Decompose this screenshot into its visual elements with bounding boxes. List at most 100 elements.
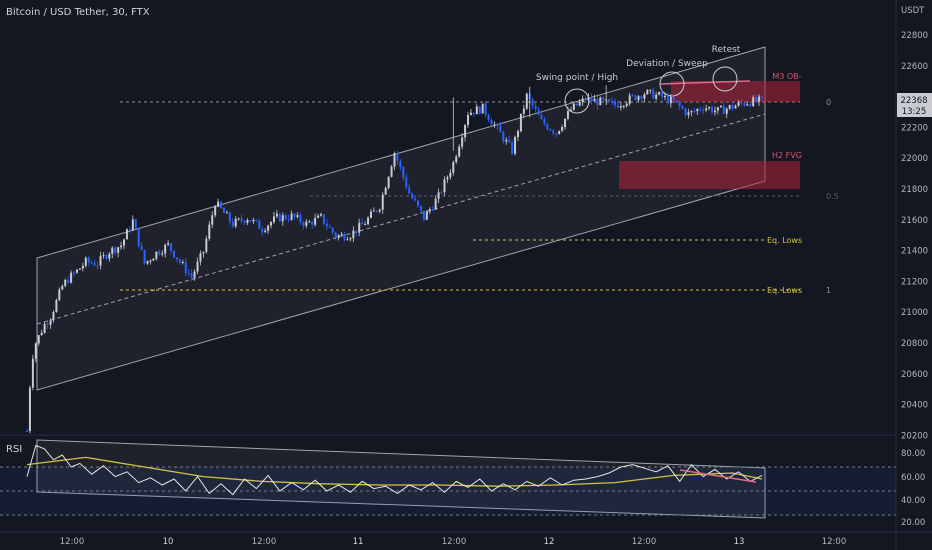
symbol-title[interactable]: Bitcoin / USD Tether, 30, FTX — [6, 7, 150, 18]
price-tick-label: 20800 — [901, 339, 928, 349]
candle-body — [411, 193, 414, 199]
candle-body — [46, 323, 49, 325]
candle-body — [402, 167, 405, 178]
price-tick-label: 21000 — [901, 308, 928, 318]
candle-body — [719, 105, 722, 108]
candle-body — [587, 97, 590, 101]
candle-body — [437, 192, 440, 199]
candle-body — [693, 110, 696, 112]
candle-body — [508, 139, 511, 143]
rsi-channel[interactable] — [36, 439, 766, 519]
candle-body — [52, 311, 55, 321]
candle-body — [646, 90, 649, 95]
ob-trendline — [659, 80, 751, 85]
candle-body — [120, 245, 123, 248]
candle-body — [302, 222, 305, 226]
candle-body — [628, 95, 631, 104]
candle-body — [140, 245, 143, 250]
candle-body — [240, 218, 243, 221]
candle-body — [705, 108, 708, 111]
candle-body — [493, 124, 496, 126]
candle-body — [564, 118, 567, 128]
candle-body — [234, 218, 237, 227]
candle-body — [222, 208, 225, 213]
candle-body — [593, 98, 596, 102]
candle-body — [352, 230, 355, 239]
swing-point-label: Swing point / High — [536, 73, 618, 83]
candle-body — [678, 102, 681, 107]
candle-body — [55, 299, 58, 312]
candle-body — [575, 103, 578, 106]
candle-body — [561, 127, 564, 131]
candle-body — [381, 194, 384, 210]
candle-body — [496, 124, 499, 126]
price-tick-label: 22800 — [901, 31, 928, 41]
candle-body — [161, 253, 164, 255]
time-axis[interactable]: 12:00 10 12:00 11 12:00 12 12:00 13 12:00 — [60, 537, 847, 547]
candle-body — [49, 320, 52, 325]
candle-body — [625, 103, 628, 106]
candle-body — [422, 210, 425, 220]
deviation-circle[interactable] — [659, 71, 685, 97]
candle-body — [37, 335, 40, 344]
candle-body — [711, 107, 714, 113]
candle-body — [243, 220, 246, 223]
h2-fvg-label: H2 FVG — [772, 151, 802, 160]
price-tick-label: 21400 — [901, 247, 928, 257]
candle-body — [637, 96, 640, 100]
price-tick-label: 20600 — [901, 370, 928, 380]
candle-body — [340, 233, 343, 236]
candle-body — [358, 222, 361, 233]
candle-body — [640, 96, 643, 99]
candle-body — [255, 219, 258, 221]
candle-body — [187, 273, 190, 275]
time-tick-label: 10 — [163, 537, 174, 547]
swing-point-circle[interactable] — [564, 88, 590, 114]
candle-body — [761, 96, 763, 98]
candle-body — [655, 94, 658, 99]
candle-body — [31, 358, 34, 388]
candle-body — [152, 258, 155, 261]
h2-fvg-zone[interactable] — [619, 161, 800, 189]
candle-body — [117, 247, 120, 253]
candle-body — [396, 153, 399, 161]
rsi-axis[interactable]: 80.00 60.00 40.00 20.00 — [901, 449, 925, 528]
time-tick-label: 12:00 — [60, 537, 85, 547]
candle-body — [70, 272, 73, 283]
candle-body — [214, 206, 217, 216]
candle-body — [746, 104, 749, 106]
candle-body — [614, 101, 616, 106]
price-tick-label: 22000 — [901, 154, 928, 164]
candle-body — [666, 95, 669, 104]
candle-body — [590, 97, 593, 102]
candle-body — [320, 214, 322, 216]
candle-body — [675, 100, 678, 103]
candle-body — [543, 119, 546, 125]
fib-level-05-label: 0.5 — [826, 192, 839, 201]
m3-ob-zone[interactable] — [671, 81, 800, 102]
candle-body — [190, 273, 193, 278]
candle-body — [472, 112, 475, 115]
candle-body — [167, 243, 170, 245]
candle-body — [181, 262, 184, 264]
candle-body — [602, 97, 605, 101]
candle-body — [634, 95, 637, 100]
candle-body — [566, 111, 569, 119]
candle-body — [328, 226, 331, 228]
candle-body — [490, 120, 493, 125]
candle-body — [34, 343, 37, 359]
price-tick-label: 22200 — [901, 123, 928, 133]
candle-body — [125, 229, 128, 240]
candle-body — [681, 106, 684, 109]
candle-body — [599, 97, 602, 106]
candle-body — [278, 213, 281, 222]
candle-body — [552, 130, 555, 134]
candle-body — [478, 106, 481, 114]
candle-body — [663, 95, 666, 98]
candle-body — [146, 260, 149, 264]
rsi-indicator-name[interactable]: RSI — [6, 444, 23, 455]
retest-circle[interactable] — [712, 66, 738, 92]
candle-body — [514, 137, 517, 154]
rsi-tick-label: 60.00 — [901, 473, 925, 483]
